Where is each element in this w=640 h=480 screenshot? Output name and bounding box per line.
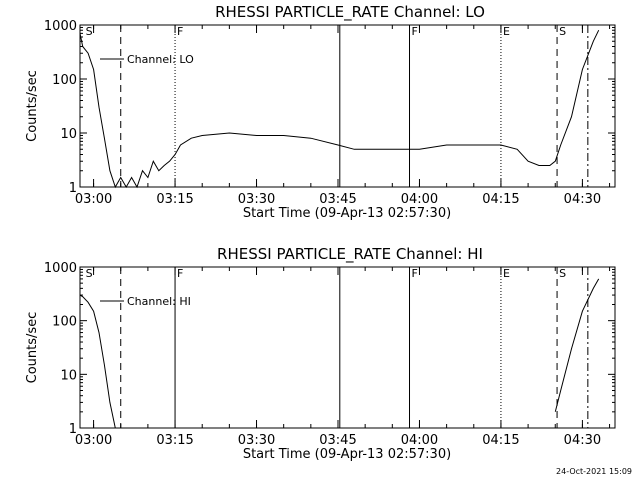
y-tick-label: 1 [69, 181, 77, 196]
x-tick-label: 03:15 [156, 433, 193, 448]
y-tick-label: 10 [60, 368, 77, 383]
plot-frame [79, 24, 616, 188]
x-tick-label: 04:15 [482, 433, 519, 448]
data-series-line [79, 29, 600, 189]
y-tick-label: 1000 [44, 19, 77, 34]
x-tick-label: 03:00 [75, 192, 112, 207]
x-tick-label: 03:00 [75, 433, 112, 448]
event-marker-label: S [86, 25, 93, 38]
event-marker-label: F [177, 267, 183, 280]
x-tick-label: 04:00 [401, 192, 438, 207]
event-marker-label: E [503, 267, 510, 280]
chart-title: RHESSI PARTICLE_RATE Channel: LO [215, 3, 485, 22]
x-tick-label: 03:45 [319, 433, 356, 448]
chart-title: RHESSI PARTICLE_RATE Channel: HI [217, 245, 483, 264]
x-tick-label: 03:45 [319, 192, 356, 207]
event-marker-label: F [177, 25, 183, 38]
panel-hi: RHESSI PARTICLE_RATE Channel: HI 1 10 100 10… [25, 245, 616, 462]
y-tick-label: 1000 [44, 261, 77, 276]
x-tick-label: 03:30 [238, 192, 275, 207]
x-tick-label: 03:30 [238, 433, 275, 448]
event-marker-label: S [86, 267, 93, 280]
legend-label: Channel: LO [127, 53, 194, 66]
y-tick-label: 1 [69, 422, 77, 437]
plot-frame [79, 266, 616, 429]
y-tick-label: 10 [60, 127, 77, 142]
event-marker-label: E [503, 25, 510, 38]
event-marker-label: S [559, 267, 566, 280]
x-tick-label: 04:15 [482, 192, 519, 207]
data-series-line [554, 278, 600, 412]
y-axis-label: Counts/sec [25, 70, 40, 142]
panel-lo: RHESSI PARTICLE_RATE Channel: LO 1 10 100 10… [25, 3, 616, 221]
legend-label: Channel: HI [127, 295, 191, 308]
y-axis-label: Counts/sec [25, 312, 40, 384]
event-marker-label: F [412, 25, 418, 38]
x-tick-label: 04:30 [564, 192, 601, 207]
x-tick-label: 04:00 [401, 433, 438, 448]
x-axis-label: Start Time (09-Apr-13 02:57:30) [243, 447, 451, 462]
event-marker-label: F [412, 267, 418, 280]
y-tick-label: 100 [52, 315, 77, 330]
x-axis-label: Start Time (09-Apr-13 02:57:30) [243, 206, 451, 221]
y-tick-label: 100 [52, 73, 77, 88]
x-tick-label: 04:30 [564, 433, 601, 448]
x-tick-label: 03:15 [156, 192, 193, 207]
timestamp-footer: 24-Oct-2021 15:09 [556, 467, 632, 476]
data-series-line [79, 294, 116, 429]
event-marker-label: S [559, 25, 566, 38]
